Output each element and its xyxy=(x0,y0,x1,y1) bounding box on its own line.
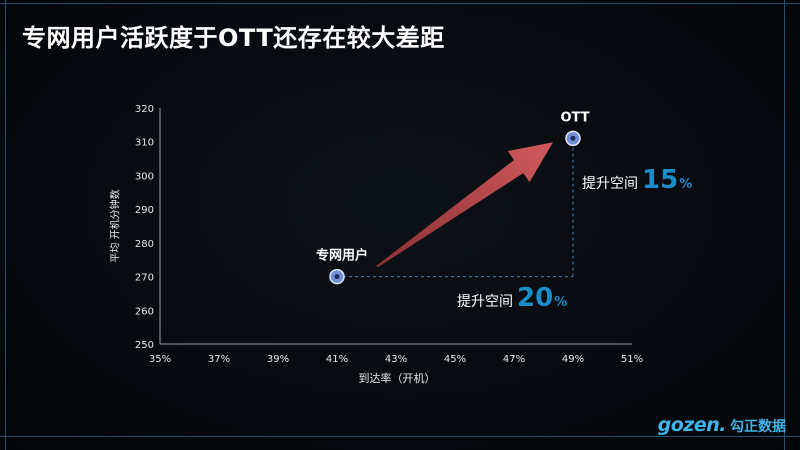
improvement-arrow xyxy=(376,142,553,268)
y-tick-label: 300 xyxy=(135,171,154,182)
x-tick-label: 47% xyxy=(503,354,525,365)
gap-annotation-value: 20 xyxy=(517,283,553,313)
x-tick-label: 51% xyxy=(621,354,643,365)
x-tick-label: 41% xyxy=(326,354,348,365)
y-tick-label: 310 xyxy=(135,138,154,149)
y-tick-label: 250 xyxy=(135,340,154,351)
x-tick-label: 39% xyxy=(267,354,289,365)
page-title: 专网用户活跃度于OTT还存在较大差距 xyxy=(22,24,445,52)
x-tick-label: 45% xyxy=(444,354,466,365)
x-tick-label: 37% xyxy=(208,354,230,365)
y-tick-label: 290 xyxy=(135,205,154,216)
point-label: 专网用户 xyxy=(316,248,368,264)
frame-right-line xyxy=(784,0,785,450)
frame-top-line xyxy=(0,3,800,4)
y-tick-label: 320 xyxy=(135,104,154,115)
point-label: OTT xyxy=(560,110,589,125)
gap-annotation-prefix: 提升空间 xyxy=(582,176,638,192)
gap-annotation-prefix: 提升空间 xyxy=(457,294,513,310)
frame-bottom-line xyxy=(0,436,800,437)
x-tick-label: 49% xyxy=(562,354,584,365)
gap-annotation-value: 15 xyxy=(642,165,678,195)
gap-annotation: 提升空间 15% xyxy=(582,165,692,195)
x-tick-label: 35% xyxy=(149,354,171,365)
data-point-center xyxy=(334,274,340,280)
y-tick-label: 280 xyxy=(135,239,154,250)
data-point-center xyxy=(570,135,576,141)
gap-annotation-unit: % xyxy=(554,295,567,310)
y-tick-label: 270 xyxy=(135,273,154,284)
x-tick-label: 43% xyxy=(385,354,407,365)
y-tick-label: 260 xyxy=(135,306,154,317)
logo-brand-cn: 勾正数据 xyxy=(730,419,786,435)
frame-left-line xyxy=(5,0,6,450)
gap-annotation-unit: % xyxy=(679,177,692,192)
x-axis-label: 到达率（开机） xyxy=(358,372,436,385)
gap-annotation: 提升空间 20% xyxy=(457,283,567,313)
logo-brand: gozen. xyxy=(657,414,727,436)
gozen-logo: gozen. 勾正数据 xyxy=(658,414,786,436)
